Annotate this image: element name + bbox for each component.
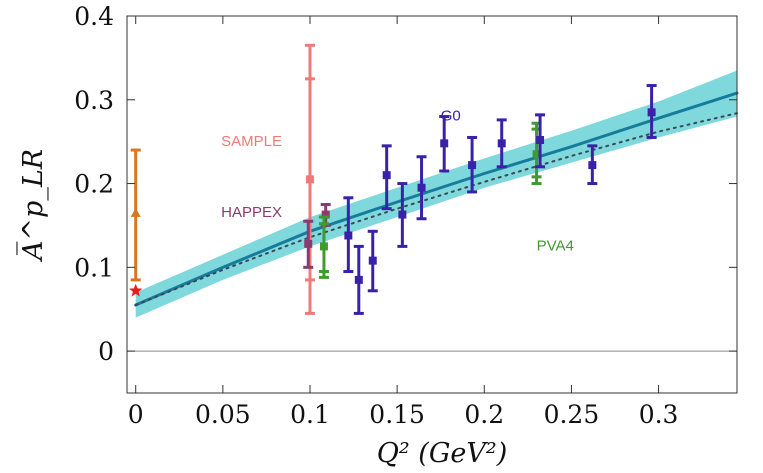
plot-frame	[126, 15, 738, 394]
annotation-g0: G0	[441, 108, 461, 125]
data-point-g0-7	[467, 135, 478, 194]
y-tick-label: 0.3	[74, 86, 114, 115]
data-point-g0-11	[646, 84, 657, 139]
data-point-g0-3	[381, 144, 392, 211]
square-marker	[497, 139, 506, 148]
x-tick-label: 0.25	[544, 400, 600, 429]
tick-layer: 0 0.05 0.1 0.15 0.2 0.25 0.3 0 0.1 0.2 0.3 0.4	[74, 2, 737, 429]
annotation-layer: SAMPLE HAPPEX G0 PVA4	[221, 108, 574, 255]
x-tick-label: 0	[128, 400, 144, 429]
data-point-g0-6	[439, 115, 450, 173]
data-point-g0-1	[353, 244, 364, 315]
x-tick-label: 0.3	[639, 400, 679, 429]
triangle-marker	[130, 207, 141, 217]
square-marker	[440, 139, 449, 148]
x-tick-label: 0.2	[464, 400, 504, 429]
x-tick-label: 0.05	[195, 400, 251, 429]
x-tick-label: 0.1	[290, 400, 330, 429]
data-point-g0-0	[343, 196, 354, 274]
y-tick-label: 0.4	[74, 2, 114, 31]
square-marker	[398, 210, 407, 219]
y-tick-label: 0	[98, 337, 114, 366]
square-marker	[536, 135, 545, 144]
y-axis-title: A̅^p_LR	[16, 149, 49, 263]
data-point-g0-9	[535, 113, 546, 169]
data-point-sample-0	[305, 43, 315, 315]
y-tick-label: 0.2	[74, 170, 114, 199]
square-marker	[304, 239, 313, 248]
central-curve	[134, 91, 739, 307]
data-point-g0-4	[397, 182, 408, 248]
square-marker	[417, 183, 426, 192]
data-point-q-0-point-0	[130, 148, 141, 282]
plot-border	[126, 15, 738, 394]
annotation-happex: HAPPEX	[221, 204, 282, 221]
data-point-pva4-0	[318, 215, 329, 279]
point-layer	[129, 43, 657, 315]
square-marker	[319, 242, 328, 251]
annotation-pva4: PVA4	[537, 238, 574, 255]
square-marker	[382, 171, 391, 180]
square-marker	[647, 108, 656, 117]
square-marker	[532, 150, 541, 159]
data-point-q-0-star-0	[129, 283, 143, 297]
data-point-g0-5	[416, 155, 427, 221]
x-axis-title: Q² (GeV²)	[377, 438, 507, 469]
square-marker	[306, 175, 314, 184]
theory-band	[135, 70, 737, 318]
data-point-g0-2	[367, 229, 378, 293]
y-tick-label: 0.1	[74, 253, 114, 282]
square-marker	[468, 161, 477, 170]
star-marker	[129, 283, 143, 297]
curve-layer	[134, 91, 739, 307]
band-layer	[135, 70, 737, 318]
data-point-happex-1	[320, 203, 331, 227]
square-marker	[368, 256, 377, 265]
square-marker	[344, 231, 353, 240]
square-marker	[354, 275, 363, 284]
dotted-curve	[134, 112, 738, 307]
square-marker	[321, 210, 330, 219]
annotation-sample: SAMPLE	[221, 133, 282, 150]
data-point-g0-8	[496, 118, 507, 169]
x-tick-label: 0.15	[369, 400, 425, 429]
data-point-happex-0	[303, 219, 314, 269]
square-marker	[588, 161, 597, 170]
data-point-g0-10	[587, 144, 598, 186]
